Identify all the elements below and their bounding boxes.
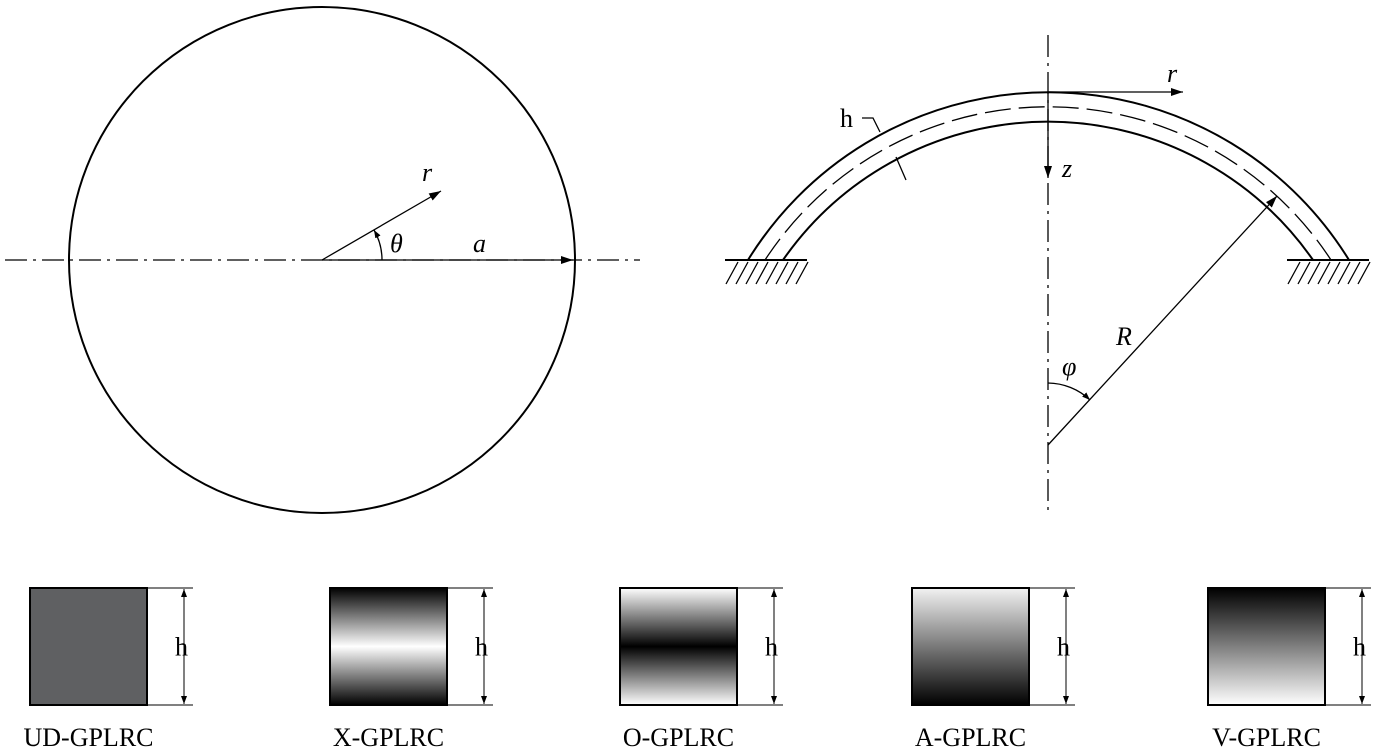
section-view: r z h R φ <box>725 35 1371 515</box>
pattern-name: V-GPLRC <box>1212 723 1321 752</box>
phi-label: φ <box>1062 352 1076 381</box>
thickness-label: h <box>765 633 778 662</box>
z-label: z <box>1061 154 1072 183</box>
R-arrow <box>1047 195 1278 446</box>
thickness-label: h <box>175 633 188 662</box>
pattern-name: X-GPLRC <box>333 723 444 752</box>
mid-surface <box>764 106 1332 261</box>
r-label: r <box>1167 59 1178 88</box>
support-hatch <box>725 261 1371 285</box>
h-leader <box>862 117 907 181</box>
pattern-name: A-GPLRC <box>915 723 1026 752</box>
pattern-box <box>911 587 1030 706</box>
thickness-label: h <box>1353 633 1366 662</box>
thickness-label: h <box>1057 633 1070 662</box>
pattern-box <box>619 587 738 706</box>
pattern-box <box>329 587 448 706</box>
h-label: h <box>840 104 853 133</box>
pattern-box <box>1207 587 1326 706</box>
phi-arc <box>1047 382 1091 401</box>
R-label: R <box>1115 322 1132 351</box>
pattern-name: UD-GPLRC <box>23 723 153 752</box>
r-arrow <box>321 190 442 261</box>
pattern-name: O-GPLRC <box>623 723 734 752</box>
pattern-row: h UD-GPLRC h X-GPLRC h O-GPLRC h A-GPLRC h V-GPLR… <box>23 587 1371 752</box>
theta-label: θ <box>390 229 403 258</box>
r-label: r <box>422 158 433 187</box>
a-label: a <box>473 229 486 258</box>
pattern-box <box>29 587 148 706</box>
plan-view: r θ a <box>5 6 640 514</box>
thickness-label: h <box>475 633 488 662</box>
theta-arc <box>373 229 383 261</box>
